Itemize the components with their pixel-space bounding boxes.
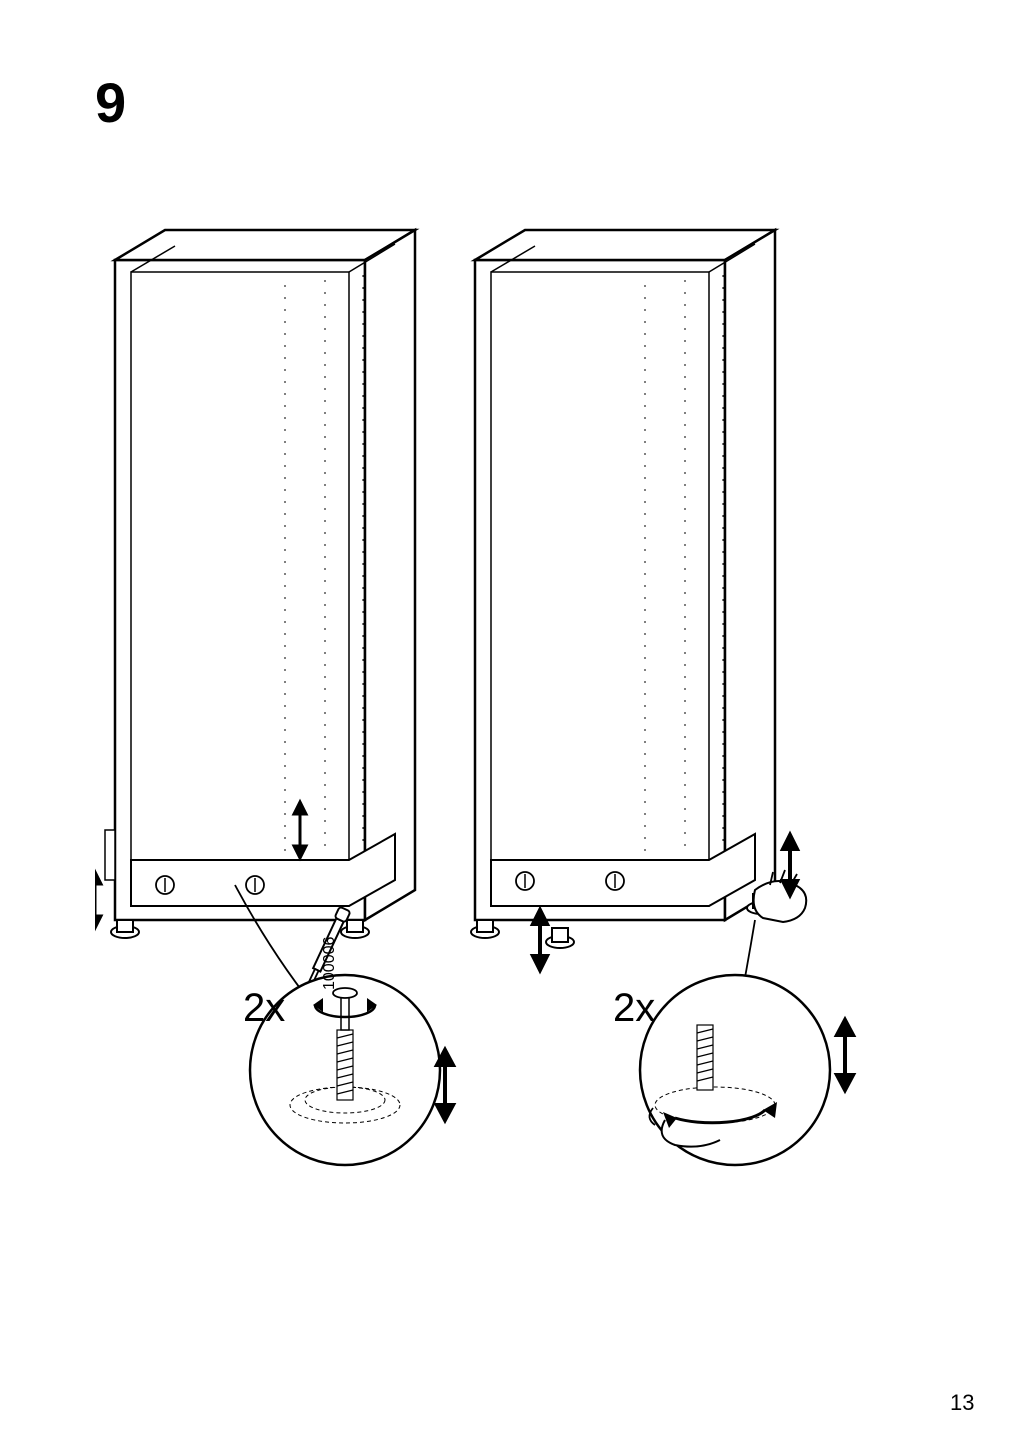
page-number: 13 <box>950 1390 974 1416</box>
right-diagram: 2x <box>445 220 905 1170</box>
quantity-label-left: 2x <box>243 986 285 1031</box>
left-diagram: 2x 100006 <box>95 220 475 1170</box>
right-cabinet-svg <box>445 220 905 1170</box>
quantity-label-right: 2x <box>613 986 655 1031</box>
part-number-label: 100006 <box>321 937 339 990</box>
step-number: 9 <box>95 70 126 135</box>
